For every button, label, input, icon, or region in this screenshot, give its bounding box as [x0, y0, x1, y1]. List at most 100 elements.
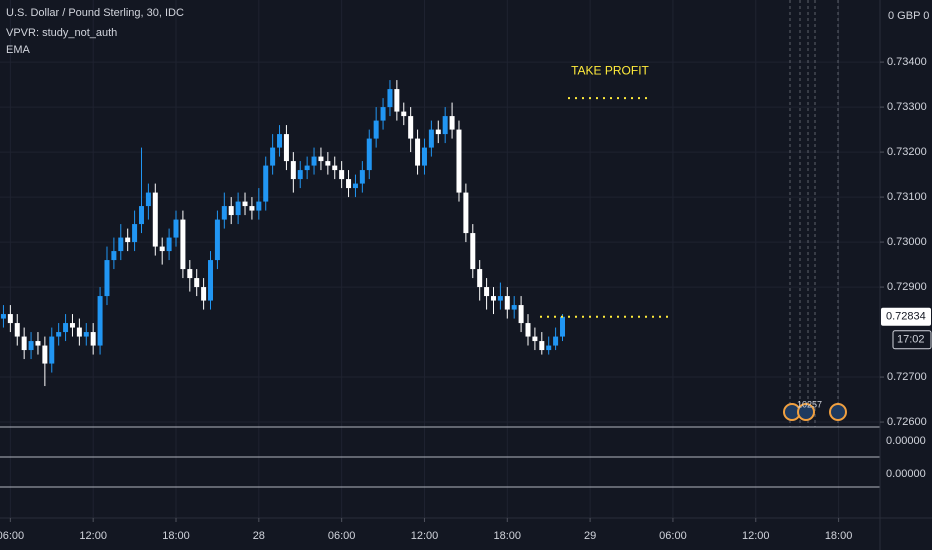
x-tick-label: 18:00 [825, 530, 853, 542]
grid [0, 0, 880, 518]
candle-body [504, 296, 510, 310]
candle-body [7, 314, 13, 324]
candle-body [242, 201, 248, 207]
event-icons[interactable]: 102 57 [783, 399, 847, 421]
axis-header: 0 GBP 0 [888, 10, 929, 22]
candle-body [511, 305, 517, 310]
y-tick-label: 0.73300 [887, 101, 927, 113]
x-tick-label: 12:00 [79, 530, 107, 542]
candle-body [332, 165, 338, 171]
candle-body [490, 296, 496, 301]
indicator-label: EMA [6, 44, 31, 56]
x-tick-label: 12:00 [411, 530, 439, 542]
x-tick-label: 29 [584, 530, 596, 542]
axes: 0.72600 0.72700 0.72900 0.73000 0.73100 0.732… [0, 56, 932, 542]
candle-body [97, 296, 103, 346]
candle-body [311, 156, 317, 166]
candle-body [532, 336, 538, 342]
candle-body [69, 323, 75, 328]
candle-body [435, 129, 441, 135]
candle-body [249, 206, 255, 211]
x-tick-label: 06:00 [659, 530, 687, 542]
candle-body [553, 336, 559, 346]
candle-body [118, 237, 124, 252]
candle-body [221, 206, 227, 220]
event-icon[interactable] [797, 403, 815, 421]
candle-body [546, 345, 552, 351]
candle-body [346, 179, 352, 189]
candle-body [539, 341, 545, 351]
x-tick-label: 18:00 [494, 530, 522, 542]
candle-body [497, 296, 503, 301]
candle-body [76, 327, 82, 337]
candle-body [228, 206, 234, 216]
y-tick-label: 0.73400 [887, 56, 927, 68]
candle-body [283, 134, 289, 162]
event-label: 57 [812, 399, 822, 409]
indicator-label: VPVR: study_not_auth [6, 27, 117, 39]
candle-body [42, 345, 48, 364]
candle-body [214, 219, 220, 261]
candle-body [290, 161, 296, 180]
candle-body [83, 332, 89, 337]
candle-body [270, 147, 276, 166]
candle-body [463, 192, 469, 234]
candle-body [304, 165, 310, 171]
chart-title: U.S. Dollar / Pound Sterling, 30, IDC [6, 7, 184, 19]
candle-body [0, 314, 6, 319]
candle-body [325, 161, 331, 166]
candle-body [373, 120, 379, 139]
x-tick-label: 06:00 [328, 530, 356, 542]
y-tick-label: 0.73100 [887, 191, 927, 203]
candle-body [138, 206, 144, 225]
y-tick-label: 0.72900 [887, 281, 927, 293]
candle-body [297, 170, 303, 180]
candle-body [401, 111, 407, 117]
candle-body [518, 305, 524, 324]
line-label: TAKE PROFIT [571, 63, 649, 77]
candle-body [366, 138, 372, 171]
x-tick-label: 18:00 [162, 530, 190, 542]
candle-body [194, 278, 200, 288]
candle-body [201, 287, 207, 301]
candle-body [380, 107, 386, 121]
event-icon[interactable] [829, 403, 847, 421]
candle-body [560, 316, 566, 337]
candle-body [166, 237, 172, 252]
candle-body [387, 89, 393, 108]
candle-body [352, 183, 358, 189]
candle-body [263, 165, 269, 202]
candle-body [470, 233, 476, 270]
sub-pane-label: 0.00000 [886, 468, 926, 480]
candle-body [14, 323, 20, 337]
candle-body [318, 156, 324, 162]
x-tick-label: 06:00 [0, 530, 24, 542]
candle-body [125, 237, 131, 243]
candle-body [359, 170, 365, 184]
candle-body [21, 336, 27, 351]
candle-body [152, 192, 158, 247]
candle-body [49, 336, 55, 364]
candle-body [256, 201, 262, 211]
candle-body [104, 260, 110, 297]
candle-body [428, 129, 434, 148]
event-lines [789, 0, 839, 427]
candle-body [132, 224, 138, 243]
countdown: 17:02 [897, 334, 925, 346]
candle-body [56, 332, 62, 337]
candle-body [442, 116, 448, 135]
candle-body [145, 192, 151, 207]
plot: TAKE PROFIT [0, 63, 668, 387]
candle-body [477, 269, 483, 288]
candle-body [449, 116, 455, 130]
candle-body [28, 341, 34, 351]
price-label: 0.72834 [886, 311, 926, 323]
x-tick-label: 28 [253, 530, 265, 542]
sub-pane-label: 0.00000 [886, 435, 926, 447]
candle-body [187, 269, 193, 279]
candle-body [111, 251, 117, 261]
candle-body [415, 138, 421, 166]
